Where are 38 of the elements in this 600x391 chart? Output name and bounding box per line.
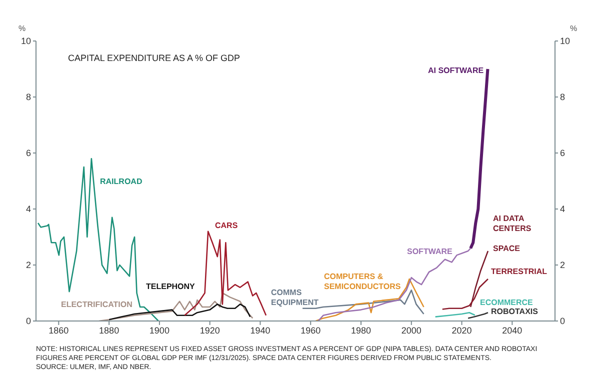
y2-tick-label: 6 <box>560 148 566 158</box>
y2-tick-label: 4 <box>560 204 566 214</box>
x-tick-label: 2020 <box>452 325 472 336</box>
series-label: ELECTRIFICATION <box>61 300 134 310</box>
x-tick-label: 2000 <box>401 325 422 336</box>
annotation: AI DATA CENTERS <box>493 214 532 234</box>
x-tick-label: 1960 <box>300 325 321 336</box>
y2-axis-title: % <box>570 24 578 33</box>
x-tick-label: 1980 <box>350 325 372 336</box>
series-label: SPACE <box>493 244 521 254</box>
y-tick-label: 0 <box>26 316 31 326</box>
y2-tick-label: 10 <box>560 36 570 46</box>
series-label: COMMS EQUIPMENT <box>271 288 319 307</box>
y-tick-label: 10 <box>20 36 31 46</box>
x-tick-label: 1940 <box>250 325 270 336</box>
y-tick-label: 6 <box>26 148 31 158</box>
y2-tick-label: 0 <box>560 316 566 326</box>
x-tick-label: 2040 <box>502 325 522 336</box>
series-label: AI SOFTWARE <box>428 66 485 76</box>
y-tick-label: 2 <box>26 260 31 270</box>
x-tick-label: 1920 <box>200 325 220 336</box>
series-label: RAILROAD <box>100 177 144 187</box>
series-label: SOFTWARE <box>407 247 454 257</box>
text: TELEPHONY <box>146 282 196 292</box>
series-label: TERRESTRIAL <box>491 267 547 276</box>
series-label: ROBOTAXIS <box>491 307 539 317</box>
y-tick-label: 8 <box>26 92 31 102</box>
y-axis-title: % <box>18 24 26 33</box>
x-tick-label: 1880 <box>99 325 120 336</box>
y2-tick-label: 8 <box>560 92 566 102</box>
series-label: COMPUTERS & SEMICONDUCTORS <box>324 272 402 292</box>
x-tick-label: 1860 <box>48 325 69 336</box>
series-label: ECOMMERCE <box>480 298 534 308</box>
series-label: CARS <box>215 221 239 231</box>
x-tick-label: 1900 <box>149 325 170 336</box>
text: CAPITAL EXPENDITURE AS A % OF GDP <box>68 53 240 63</box>
y2-tick-label: 2 <box>560 260 566 270</box>
y-tick-label: 4 <box>26 204 31 214</box>
